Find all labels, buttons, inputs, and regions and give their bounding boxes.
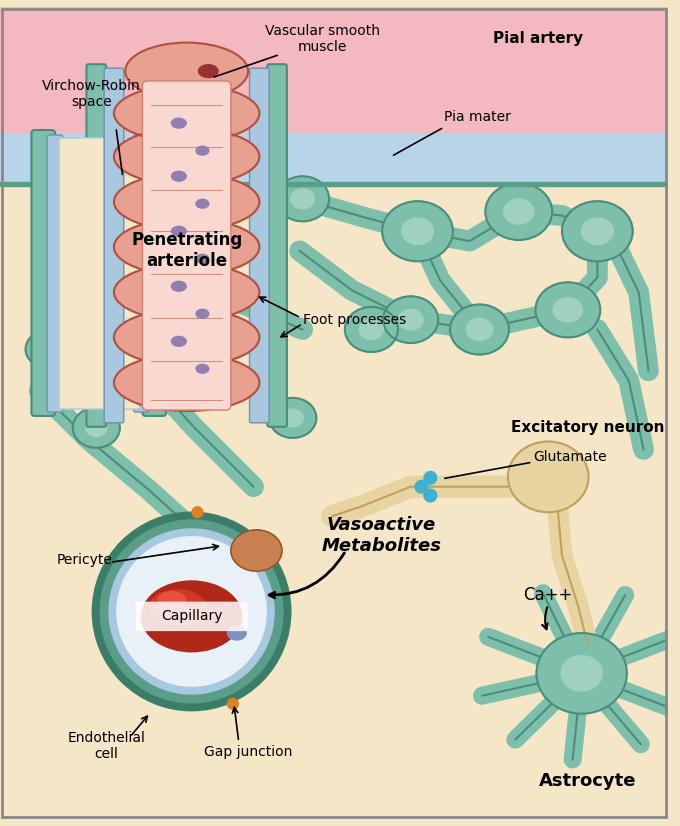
Ellipse shape: [269, 398, 316, 438]
Ellipse shape: [535, 282, 600, 337]
Ellipse shape: [562, 202, 632, 261]
Ellipse shape: [171, 336, 186, 346]
Ellipse shape: [114, 218, 259, 275]
Ellipse shape: [26, 330, 69, 368]
Ellipse shape: [466, 319, 493, 340]
Ellipse shape: [345, 307, 398, 352]
Ellipse shape: [537, 633, 627, 714]
Text: Vascular smooth
muscle: Vascular smooth muscle: [265, 24, 379, 54]
Ellipse shape: [450, 305, 509, 354]
Ellipse shape: [383, 297, 438, 343]
Ellipse shape: [199, 331, 218, 344]
Text: Vasoactive
Metabolites: Vasoactive Metabolites: [321, 516, 441, 555]
Ellipse shape: [155, 286, 175, 298]
Ellipse shape: [196, 146, 209, 155]
Text: Ca++: Ca++: [524, 586, 573, 604]
Ellipse shape: [158, 591, 186, 608]
Ellipse shape: [196, 199, 209, 208]
Ellipse shape: [92, 512, 291, 710]
Text: Excitatory neuron: Excitatory neuron: [511, 420, 664, 435]
Ellipse shape: [155, 196, 175, 208]
Text: Astrocyte: Astrocyte: [539, 772, 636, 790]
Ellipse shape: [227, 626, 246, 640]
FancyBboxPatch shape: [133, 135, 150, 412]
FancyBboxPatch shape: [267, 64, 287, 427]
Ellipse shape: [114, 128, 259, 185]
Ellipse shape: [196, 254, 209, 263]
FancyBboxPatch shape: [143, 81, 231, 410]
Ellipse shape: [227, 699, 238, 710]
Ellipse shape: [199, 64, 218, 78]
Ellipse shape: [290, 189, 315, 209]
Ellipse shape: [504, 199, 534, 224]
FancyBboxPatch shape: [143, 130, 166, 416]
Ellipse shape: [155, 107, 175, 120]
Ellipse shape: [581, 218, 613, 244]
Ellipse shape: [114, 309, 259, 366]
Ellipse shape: [415, 480, 428, 493]
FancyBboxPatch shape: [47, 135, 63, 412]
Ellipse shape: [360, 320, 384, 339]
Ellipse shape: [192, 507, 203, 518]
Ellipse shape: [398, 310, 423, 330]
Text: Endothelial
cell: Endothelial cell: [67, 731, 145, 762]
Ellipse shape: [109, 529, 274, 694]
Ellipse shape: [114, 173, 259, 230]
Ellipse shape: [424, 472, 437, 484]
Bar: [0, 7, 668, 154]
Ellipse shape: [508, 441, 588, 512]
Ellipse shape: [171, 118, 186, 128]
Ellipse shape: [114, 85, 259, 142]
Ellipse shape: [561, 656, 602, 691]
Ellipse shape: [196, 364, 209, 373]
Ellipse shape: [37, 341, 57, 357]
Ellipse shape: [171, 226, 186, 236]
Ellipse shape: [117, 537, 267, 686]
Text: Glutamate: Glutamate: [534, 450, 607, 464]
Text: Capillary: Capillary: [161, 610, 222, 624]
Ellipse shape: [231, 530, 282, 572]
Ellipse shape: [196, 310, 209, 318]
FancyBboxPatch shape: [104, 69, 124, 423]
Bar: [0, 133, 668, 184]
Text: Gap junction: Gap junction: [205, 745, 293, 759]
Ellipse shape: [282, 409, 303, 427]
FancyBboxPatch shape: [31, 130, 55, 416]
Ellipse shape: [276, 176, 329, 221]
Text: Virchow-Robin
space: Virchow-Robin space: [42, 78, 141, 109]
Ellipse shape: [382, 202, 453, 261]
Ellipse shape: [125, 43, 248, 100]
Ellipse shape: [424, 489, 437, 502]
Ellipse shape: [114, 263, 259, 320]
Ellipse shape: [199, 240, 218, 254]
Text: Pial artery: Pial artery: [493, 31, 583, 46]
Ellipse shape: [199, 150, 218, 163]
Text: Penetrating
arteriole: Penetrating arteriole: [131, 231, 242, 270]
Ellipse shape: [114, 354, 259, 411]
FancyBboxPatch shape: [135, 601, 248, 631]
Ellipse shape: [141, 581, 241, 652]
Text: Foot processes: Foot processes: [303, 313, 406, 326]
Ellipse shape: [73, 408, 120, 448]
Ellipse shape: [150, 590, 206, 625]
Ellipse shape: [155, 376, 175, 389]
Ellipse shape: [402, 218, 433, 244]
Ellipse shape: [171, 282, 186, 292]
Ellipse shape: [86, 419, 107, 437]
Ellipse shape: [100, 520, 283, 703]
FancyBboxPatch shape: [59, 138, 139, 409]
Bar: [0, 182, 668, 186]
Text: Pericyte: Pericyte: [57, 553, 113, 567]
Ellipse shape: [171, 171, 186, 181]
Text: Pia mater: Pia mater: [444, 111, 511, 124]
Ellipse shape: [486, 183, 552, 240]
Ellipse shape: [554, 297, 583, 322]
FancyBboxPatch shape: [250, 69, 269, 423]
FancyBboxPatch shape: [86, 64, 106, 427]
